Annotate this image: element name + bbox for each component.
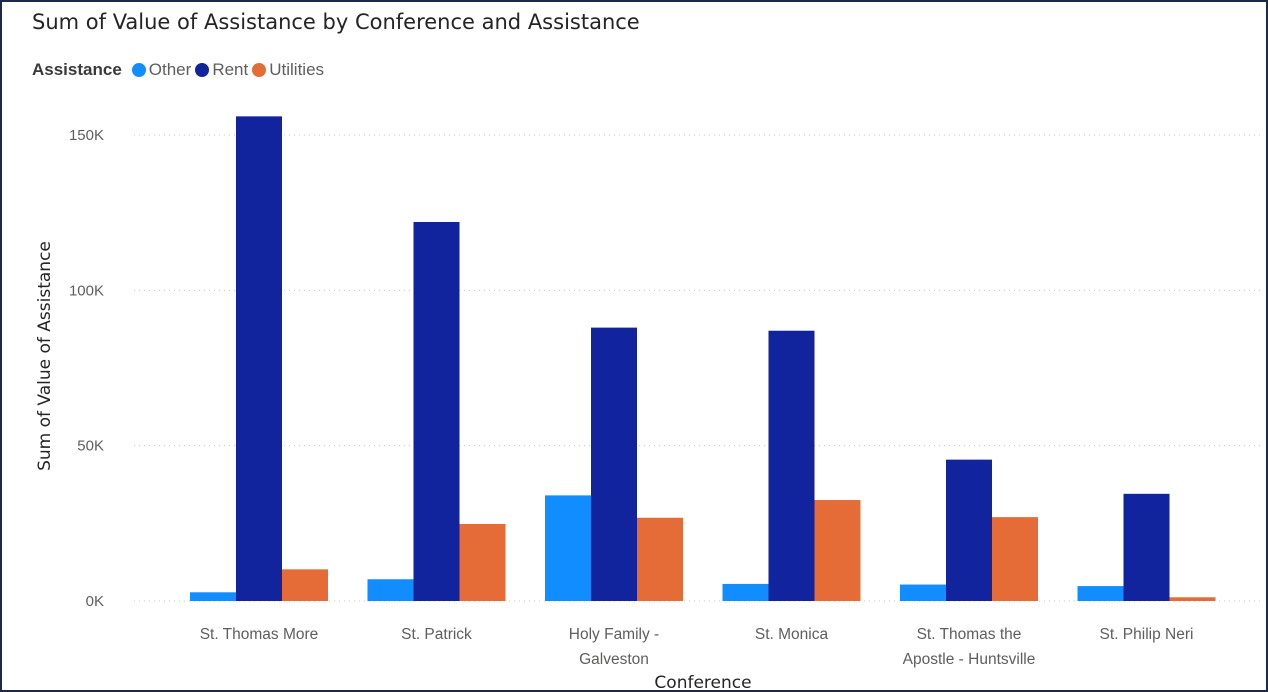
legend-item-rent[interactable]: Rent [195, 60, 248, 80]
bar-utilities-5[interactable] [1169, 597, 1216, 601]
bar-utilities-0[interactable] [282, 569, 328, 601]
bar-utilities-2[interactable] [637, 517, 683, 601]
y-axis-title: Sum of Value of Assistance [35, 241, 55, 471]
x-tick-label: St. Thomas the [917, 626, 1022, 643]
bar-other-5[interactable] [1077, 586, 1124, 601]
legend-label-other: Other [148, 60, 192, 79]
bar-rent-1[interactable] [413, 221, 460, 601]
y-tick-label: 50K [77, 438, 104, 455]
bar-utilities-3[interactable] [814, 500, 861, 601]
y-tick-label: 100K [69, 282, 104, 299]
bar-other-2[interactable] [545, 495, 591, 601]
bar-other-1[interactable] [367, 579, 414, 601]
legend-item-other[interactable]: Other [131, 60, 192, 80]
legend-marker-utilities [252, 63, 267, 77]
y-axis-ticks: 0K 50K 100K 150K [69, 127, 104, 610]
bars [190, 116, 1216, 602]
y-tick-label: 0K [86, 593, 104, 610]
legend-item-utilities[interactable]: Utilities [252, 60, 324, 80]
chart-title: Sum of Value of Assistance by Conference… [32, 10, 640, 34]
bar-rent-0[interactable] [236, 116, 282, 602]
gridlines [134, 134, 1262, 602]
bar-other-0[interactable] [190, 592, 236, 601]
bar-other-4[interactable] [900, 584, 946, 601]
legend: Assistance Other Rent Utilities [32, 60, 328, 80]
x-axis-categories: St. Thomas More St. Patrick Holy Family - G… [200, 626, 1194, 668]
legend-label-rent: Rent [212, 60, 249, 79]
x-tick-label: Galveston [579, 651, 649, 668]
y-tick-label: 150K [69, 127, 104, 144]
x-tick-label: St. Monica [755, 626, 829, 643]
legend-marker-other [131, 63, 146, 77]
bar-other-3[interactable] [722, 583, 769, 601]
x-axis-title: Conference [654, 673, 751, 690]
legend-title: Assistance [32, 60, 122, 79]
legend-label-utilities: Utilities [269, 60, 325, 79]
legend-marker-rent [195, 63, 210, 77]
bar-utilities-4[interactable] [992, 517, 1038, 601]
x-tick-label: Apostle - Huntsville [903, 651, 1036, 668]
bar-rent-4[interactable] [946, 459, 992, 601]
bar-rent-5[interactable] [1123, 493, 1170, 601]
x-tick-label: St. Thomas More [200, 626, 319, 643]
bar-utilities-1[interactable] [459, 523, 506, 601]
x-tick-label: Holy Family - [569, 626, 659, 643]
x-tick-label: St. Patrick [401, 626, 472, 643]
bar-rent-2[interactable] [591, 327, 637, 601]
x-tick-label: St. Philip Neri [1100, 626, 1194, 643]
bar-rent-3[interactable] [768, 330, 815, 601]
